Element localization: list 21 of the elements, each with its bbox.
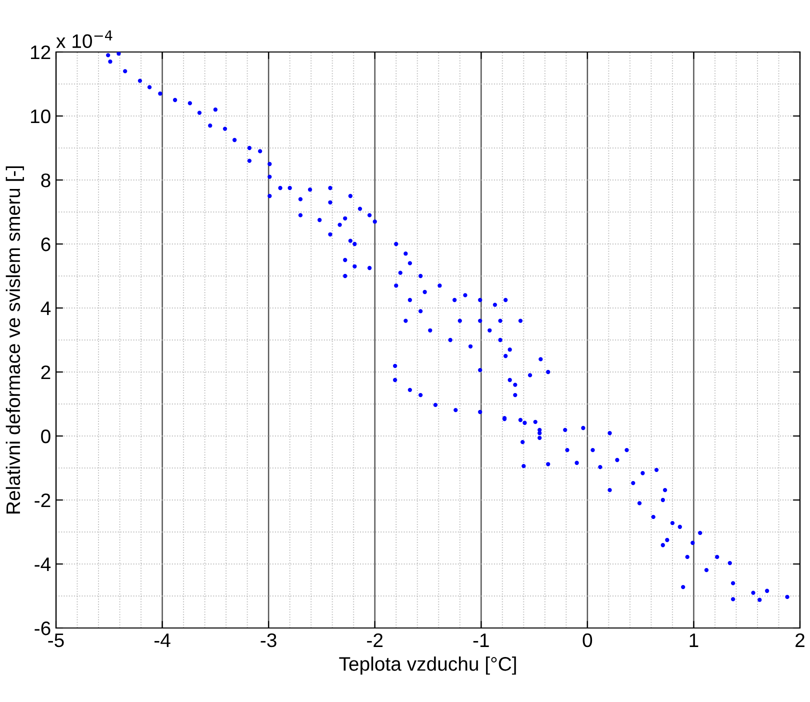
y-tick-label: 6 xyxy=(41,237,50,252)
x-tick-label: -3 xyxy=(260,633,276,648)
x-tick-label: 2 xyxy=(796,633,804,647)
y-tick-label: -2 xyxy=(34,493,50,508)
y-tick-label: 4 xyxy=(40,302,51,316)
x-tick-label: -5 xyxy=(48,634,64,648)
y-tick-label: -6 xyxy=(34,621,50,636)
x-tick-label: 1 xyxy=(690,634,698,647)
x-axis-title: Teplota vzduchu [°C] xyxy=(339,656,516,675)
x-tick-label: -1 xyxy=(473,634,489,647)
y-tick-label: 2 xyxy=(41,365,50,380)
y-tick-label: -4 xyxy=(34,558,51,572)
x-tick-label: -4 xyxy=(154,634,170,647)
y-axis-title: Relativni deformace ve svislem smeru [-] xyxy=(6,166,24,514)
y-tick-label: 10 xyxy=(30,109,50,124)
text: x 10$^{−4}$ xyxy=(56,30,112,48)
y-tick-label: 0 xyxy=(41,429,50,444)
y-tick-label: 12 xyxy=(30,45,50,60)
y-tick-label: 8 xyxy=(41,173,50,188)
x-tick-label: 0 xyxy=(582,633,592,648)
x-tick-label: -2 xyxy=(367,633,383,647)
